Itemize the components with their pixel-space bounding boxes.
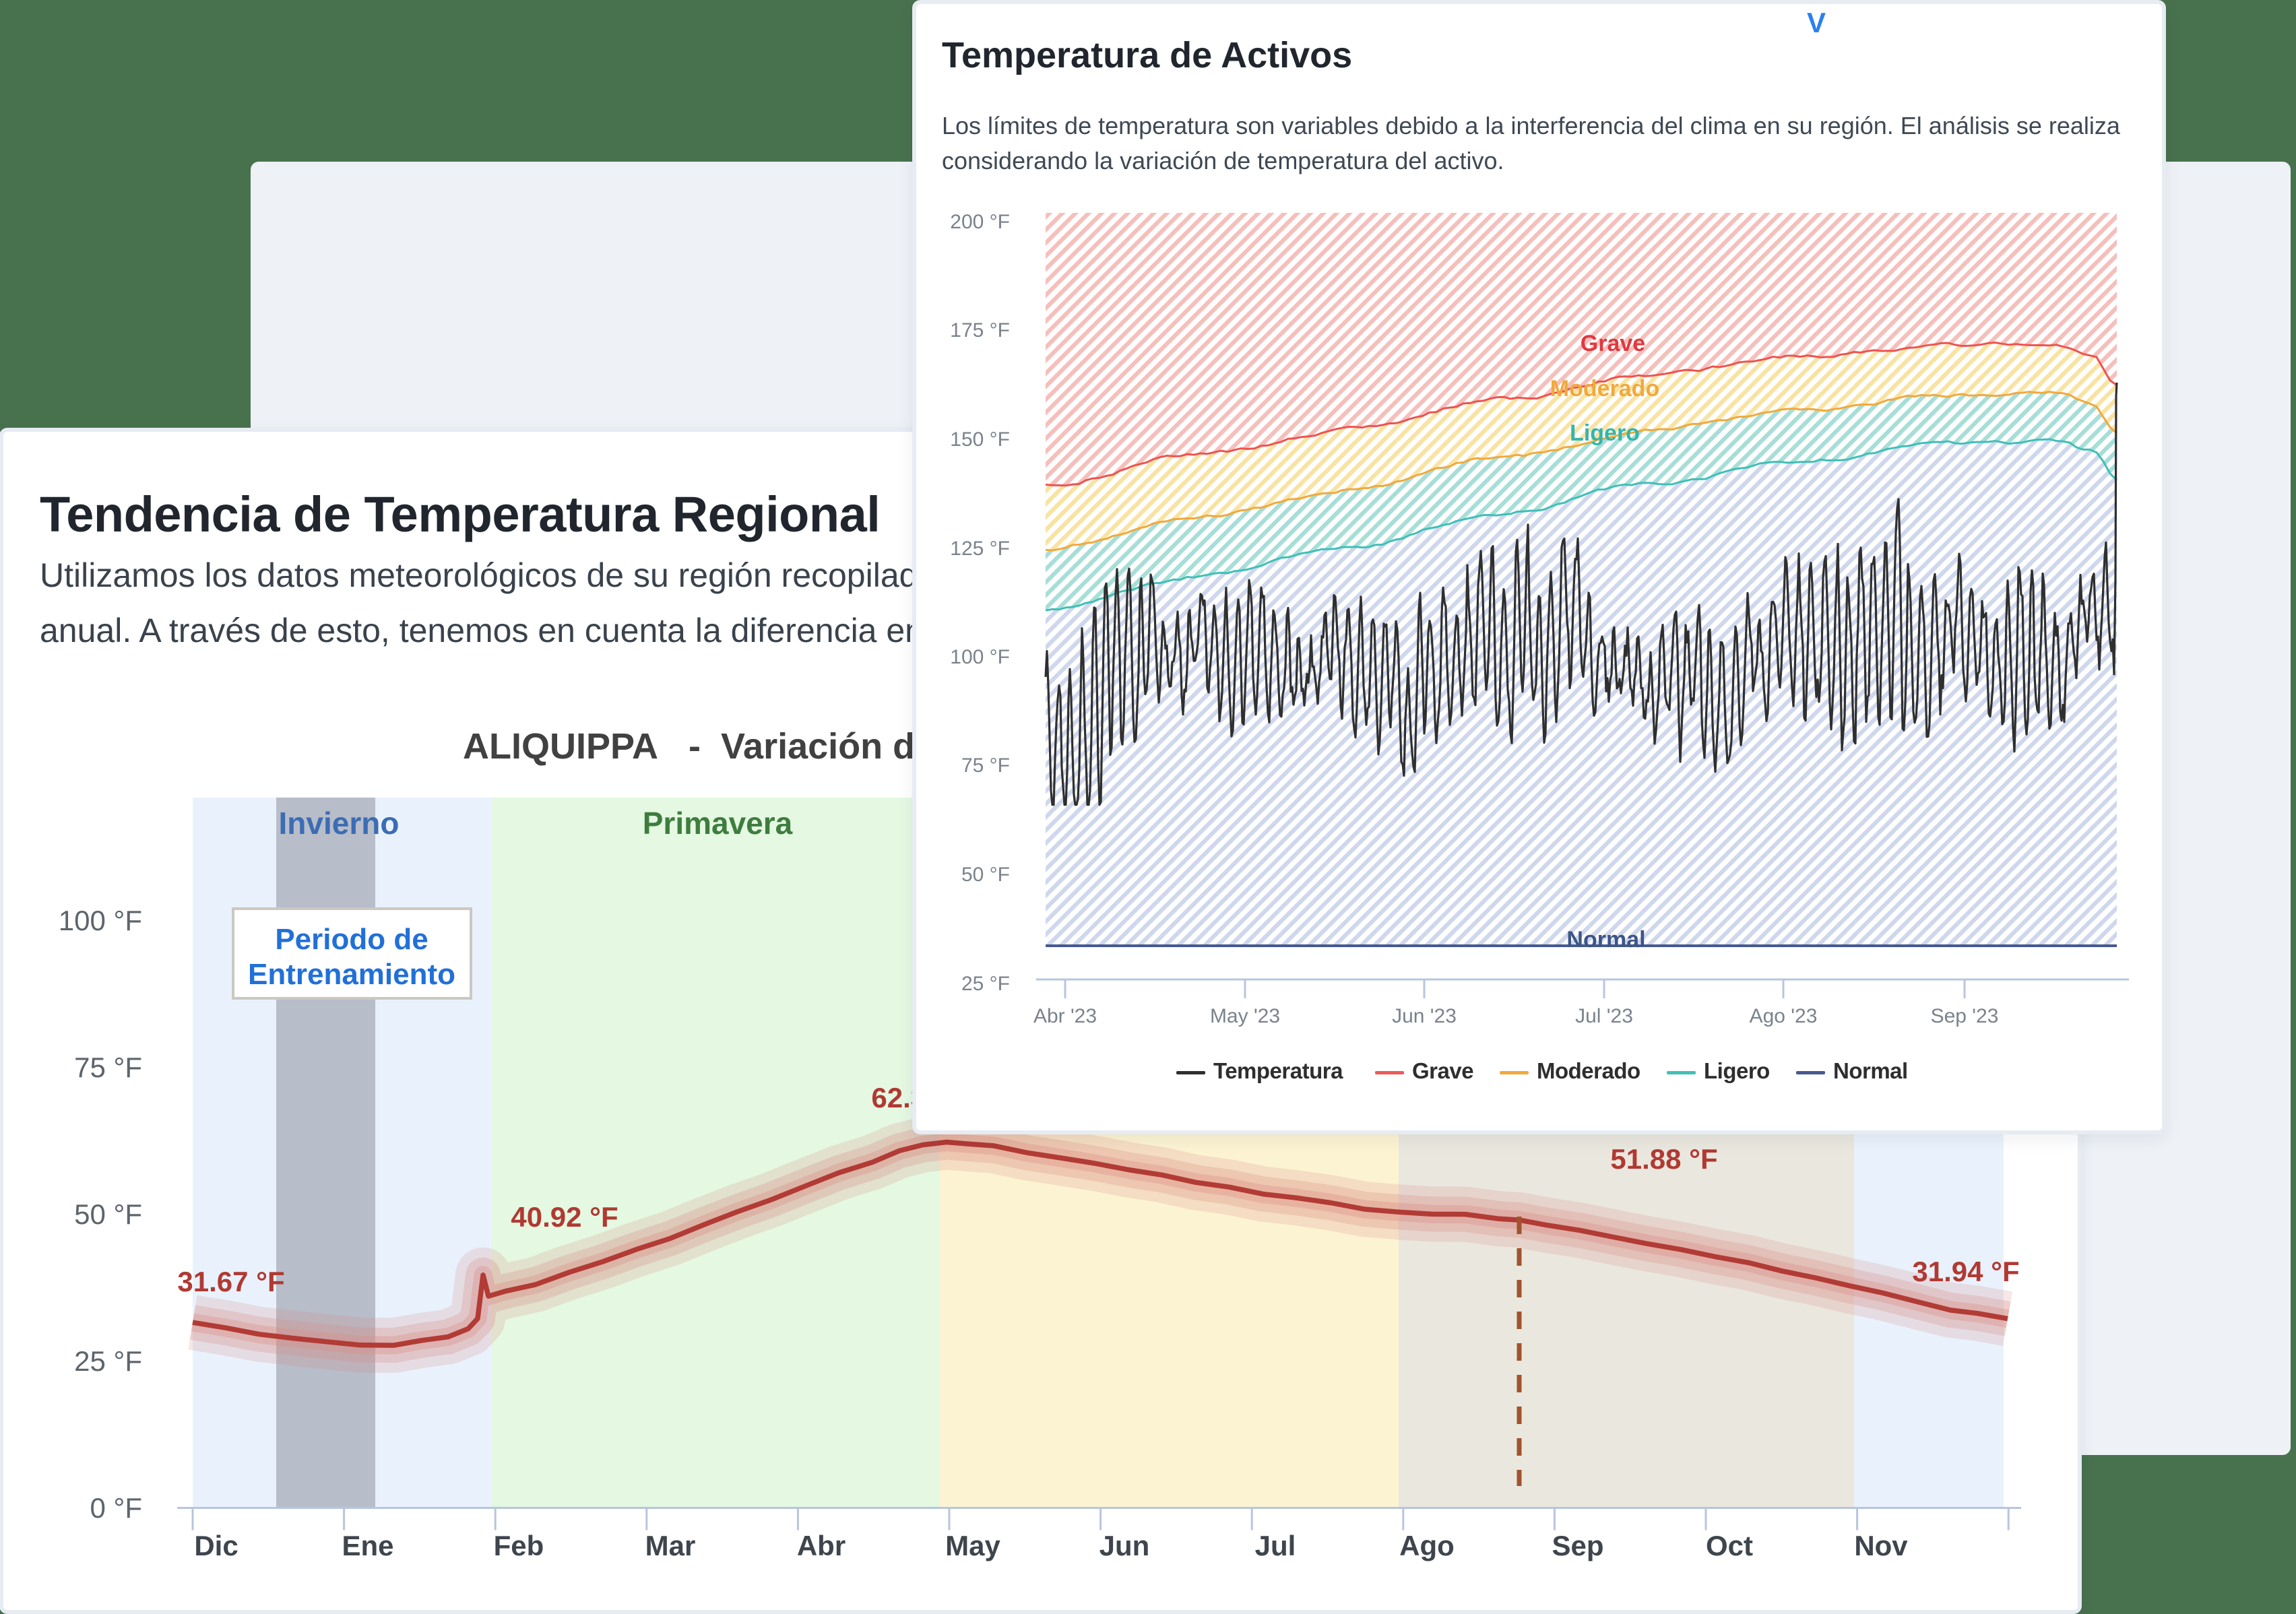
svg-text:Jul '23: Jul '23 xyxy=(1575,1005,1633,1027)
svg-text:Periodo de: Periodo de xyxy=(275,923,428,956)
svg-text:100 °F: 100 °F xyxy=(950,646,1010,668)
svg-text:Sep '23: Sep '23 xyxy=(1931,1005,1999,1027)
svg-text:125 °F: 125 °F xyxy=(950,538,1010,560)
svg-text:Invierno: Invierno xyxy=(279,806,400,841)
svg-text:Jun '23: Jun '23 xyxy=(1392,1005,1457,1027)
svg-text:May: May xyxy=(945,1530,1000,1561)
svg-text:50 °F: 50 °F xyxy=(961,864,1010,886)
svg-text:Normal: Normal xyxy=(1566,927,1645,953)
svg-text:25 °F: 25 °F xyxy=(961,973,1010,995)
svg-text:31.94 °F: 31.94 °F xyxy=(1912,1256,2019,1287)
svg-text:75 °F: 75 °F xyxy=(74,1052,142,1083)
svg-text:75 °F: 75 °F xyxy=(961,754,1010,777)
svg-text:Ene: Ene xyxy=(342,1530,393,1561)
svg-text:Nov: Nov xyxy=(1854,1530,1908,1561)
svg-text:Entrenamiento: Entrenamiento xyxy=(248,958,455,991)
svg-text:50 °F: 50 °F xyxy=(74,1198,142,1230)
svg-text:Jun: Jun xyxy=(1099,1530,1150,1561)
svg-text:Ligero: Ligero xyxy=(1570,420,1640,446)
svg-text:25 °F: 25 °F xyxy=(74,1345,142,1377)
svg-text:200 °F: 200 °F xyxy=(950,211,1010,233)
svg-text:100 °F: 100 °F xyxy=(59,905,142,936)
svg-text:Grave: Grave xyxy=(1581,331,1645,356)
svg-text:Mar: Mar xyxy=(645,1530,696,1561)
svg-text:Primavera: Primavera xyxy=(643,806,793,841)
svg-text:150 °F: 150 °F xyxy=(950,428,1010,451)
svg-text:51.88 °F: 51.88 °F xyxy=(1610,1143,1717,1175)
svg-text:0 °F: 0 °F xyxy=(90,1492,142,1524)
svg-text:Moderado: Moderado xyxy=(1550,376,1659,401)
svg-text:Feb: Feb xyxy=(494,1530,544,1561)
svg-text:Jul: Jul xyxy=(1255,1530,1296,1561)
svg-text:May '23: May '23 xyxy=(1210,1005,1280,1027)
svg-text:40.92 °F: 40.92 °F xyxy=(511,1201,618,1233)
svg-text:Ago '23: Ago '23 xyxy=(1750,1005,1818,1027)
svg-text:Sep: Sep xyxy=(1552,1530,1603,1561)
svg-text:Dic: Dic xyxy=(194,1530,238,1561)
svg-text:Abr: Abr xyxy=(797,1530,846,1561)
svg-text:31.67 °F: 31.67 °F xyxy=(177,1266,284,1297)
svg-text:Ago: Ago xyxy=(1399,1530,1455,1561)
svg-text:Abr '23: Abr '23 xyxy=(1033,1005,1097,1027)
svg-text:Oct: Oct xyxy=(1706,1530,1753,1561)
svg-text:175 °F: 175 °F xyxy=(950,319,1010,342)
